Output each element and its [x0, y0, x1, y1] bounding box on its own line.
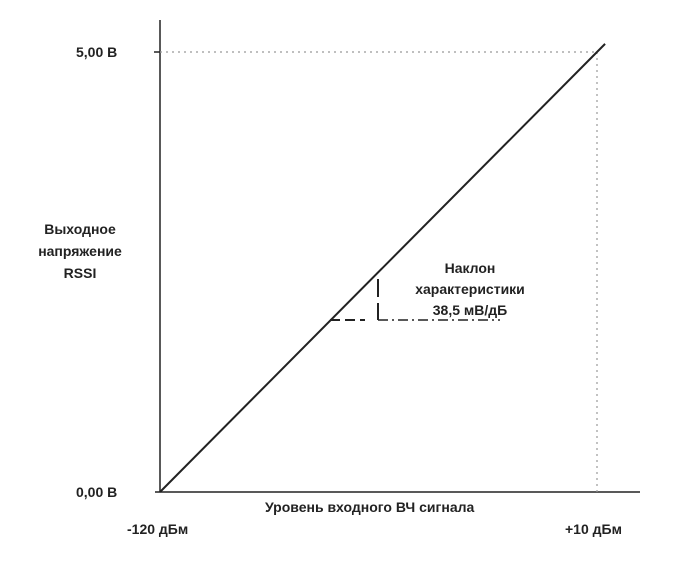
y-tick-label-top: 5,00 В [76, 44, 118, 60]
x-axis-label: Уровень входного ВЧ сигнала [265, 499, 475, 515]
x-tick-label-left: -120 дБм [127, 521, 189, 537]
series-line [159, 43, 606, 493]
slope-annotation-line: характеристики [415, 281, 525, 297]
slope-annotation-line: Наклон [444, 260, 496, 276]
slope-annotation-line: 38,5 мВ/дБ [432, 302, 508, 318]
slope-annotation: Наклон характеристики 38,5 мВ/дБ [395, 258, 545, 321]
y-axis-label: Выходное напряжение RSSI [20, 218, 140, 284]
y-axis-label-line: Выходное [44, 221, 116, 237]
y-axis-label-line: напряжение [38, 243, 122, 259]
x-tick-label-right: +10 дБм [565, 521, 622, 537]
y-tick-label-bottom: 0,00 В [76, 484, 118, 500]
y-axis-label-line: RSSI [63, 265, 97, 281]
